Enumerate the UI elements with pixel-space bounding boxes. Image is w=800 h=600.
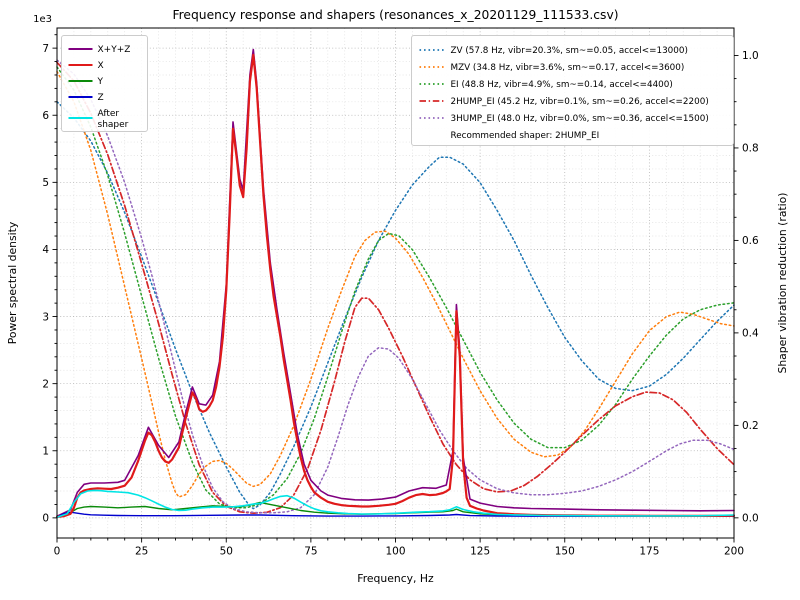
legend-label: X [98,61,104,71]
y-left-tick-label: 6 [42,110,49,122]
legend-recommended-shaper: Recommended shaper: 2HUMP_EI [451,131,600,141]
series-psd-after-shaper [56,489,735,519]
legend-psd-box [61,35,148,132]
legend-label: 3HUMP_EI (48.0 Hz, vibr=0.0%, sm~=0.36, … [451,114,709,124]
legend-label: MZV (34.8 Hz, vibr=3.6%, sm~=0.17, accel… [451,63,685,73]
ticks: 0 25 50 75 100 125 150 175 200 0 1 2 3 4 5 6 7 0.0 0.2 0.4 0… [42,34,759,558]
chart-title: Frequency response and shapers (resonanc… [172,8,618,22]
y-left-tick-label: 5 [42,177,49,189]
legend-shapers: ZV (57.8 Hz, vibr=20.3%, sm~=0.05, accel… [411,35,734,146]
y-left-tick-label: 1 [42,445,49,457]
series-shaper-MZV [56,70,735,498]
legend-label: X+Y+Z [98,45,131,55]
series-layer [56,48,735,519]
series-psd-Z [56,511,735,518]
legend-shapers-box [411,35,734,146]
legend-label: 2HUMP_EI (45.2 Hz, vibr=0.1%, sm~=0.26, … [451,97,709,107]
y-right-tick-label: 0.2 [742,420,759,432]
legend-label: EI (48.8 Hz, vibr=4.9%, sm~=0.14, accel<… [451,80,673,90]
x-tick-label: 25 [135,546,148,558]
y-left-tick-label: 7 [42,43,49,55]
series-psd-XYZ [56,48,735,517]
legend-label: Y [97,77,104,87]
y-right-tick-label: 0.6 [742,235,759,247]
legend-label: shaper [98,120,129,130]
series-psd-X [56,53,735,518]
y-left-tick-label: 3 [42,311,49,323]
legend-label: Z [98,93,104,103]
y-right-tick-label: 1.0 [742,50,759,62]
series-shaper-3HUMP_EI [56,59,735,514]
x-tick-label: 0 [54,546,61,558]
x-tick-label: 75 [304,546,317,558]
x-axis-label: Frequency, Hz [357,572,434,585]
legend-label: ZV (57.8 Hz, vibr=20.3%, sm~=0.05, accel… [451,46,688,56]
y-right-tick-label: 0.4 [742,328,759,340]
y-left-tick-label: 4 [42,244,49,256]
x-tick-label: 125 [470,546,490,558]
y-left-tick-label: 0 [42,513,49,525]
x-tick-label: 200 [724,546,744,558]
grid-minor [57,28,734,538]
y-right-tick-label: 0.8 [742,143,759,155]
y-left-axis-label: Power spectral density [6,221,19,344]
legend-label: After [98,109,120,119]
x-tick-label: 175 [639,546,659,558]
x-tick-label: 100 [385,546,405,558]
y-axis-offset-text: 1e3 [33,14,52,25]
y-right-tick-label: 0.0 [742,513,759,525]
y-right-axis-label: Shaper vibration reduction (ratio) [776,192,789,373]
y-left-tick-label: 2 [42,378,49,390]
x-tick-label: 150 [555,546,575,558]
x-tick-label: 50 [220,546,233,558]
